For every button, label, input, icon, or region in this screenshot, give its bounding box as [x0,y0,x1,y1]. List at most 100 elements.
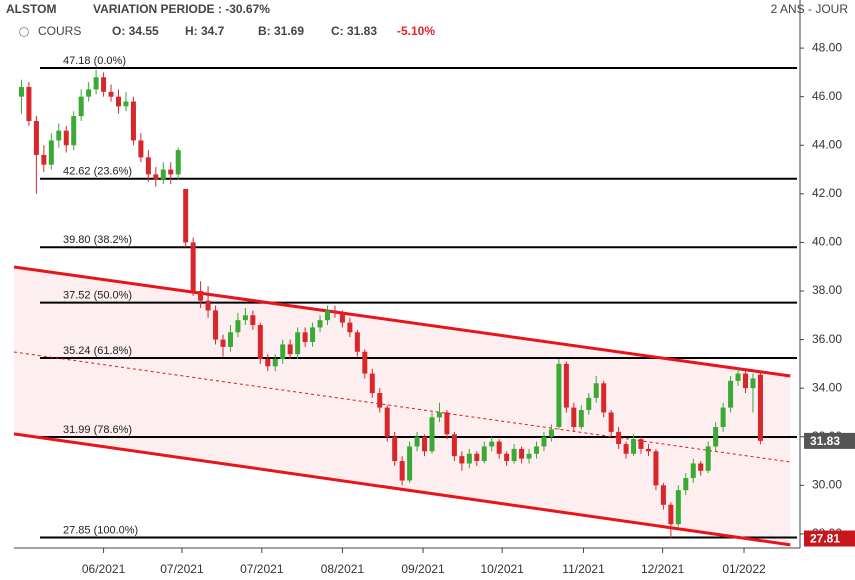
candle-body [220,339,226,347]
y-tick-label: 48.00 [812,40,842,54]
candle-body [302,332,308,343]
candle-body [504,453,510,462]
candle-body [71,116,77,146]
candle-body [571,407,577,428]
x-tick-label: 10/2021 [480,562,524,576]
candle-body [213,310,219,340]
candle-body [168,169,174,175]
chart-subtitle: VARIATION PERIODE : -30.67% [93,2,270,16]
candle-body [339,312,345,323]
candle-body [101,77,107,92]
x-tick-label: 12/2021 [641,562,685,576]
candle-body [56,130,62,141]
candle-body [272,359,278,367]
candle-body [18,86,24,97]
candle-body [347,322,353,333]
candle-body [735,373,741,381]
candle-body [645,448,651,452]
candle-body [496,441,502,454]
legend-low: B: 31.69 [258,24,304,38]
candle-body [377,393,383,408]
plot-area: 47.18 (0.0%) 42.62 (23.6%) 39.80 (38.2%) 37… [13,0,855,576]
candle-body [153,174,159,180]
y-tick-label: 38.00 [812,283,842,297]
fib-label: 42.62 (23.6%) [63,166,132,178]
candle-body [310,327,316,343]
candle-body [623,444,629,454]
candle-body [705,446,711,471]
channel-area [14,266,791,545]
candle-body [541,436,547,447]
candle-body [227,332,233,347]
fib-label: 35.24 (61.8%) [63,345,132,357]
candle-body [295,332,301,355]
candle-body [78,96,84,117]
candle-body [489,441,495,447]
candle-body [451,434,457,457]
candle-body [728,380,734,408]
x-tick-label: 01/2022 [722,562,766,576]
candle-body [257,325,263,360]
candle-body [407,446,413,481]
candle-body [369,373,375,394]
candle-body [698,463,704,471]
fib-label: 31.99 (78.6%) [63,424,132,436]
chart-title: ALSTOM [6,2,56,16]
channel-upper [13,265,791,378]
x-tick-label: 07/2021 [160,562,204,576]
candle-body [563,363,569,408]
candle-body [63,130,69,146]
candle-body [48,140,54,165]
candle-body [436,412,442,418]
x-tick-label: 07/2021 [240,562,284,576]
candle-body [317,320,323,328]
candle-body [578,410,584,428]
price-marker-box [804,432,855,449]
fib-label: 37.52 (50.0%) [63,290,132,302]
y-tick-label: 30.00 [812,478,842,492]
x-tick-label: 08/2021 [321,562,365,576]
channel-lower [13,432,791,547]
candle-body [444,412,450,435]
candle-body [668,504,674,525]
candle-body [190,242,196,292]
candle-body [638,439,644,449]
candle-body [123,101,129,107]
y-tick-label: 46.00 [812,89,842,103]
candle-body [743,373,749,389]
candle-body [198,291,204,301]
candle-body [130,101,136,141]
fib-label: 39.80 (38.2%) [63,234,132,246]
y-tick-label: 42.00 [812,186,842,200]
candle-body [116,96,122,107]
candle-body [556,363,562,428]
candle-body [392,436,398,462]
candle-body [86,89,92,97]
candle-body [608,412,614,432]
candle-body [601,383,607,413]
y-tick-label: 44.00 [812,137,842,151]
candle-body [757,374,763,441]
candle-body [41,154,47,165]
channel-middle [13,351,791,463]
x-tick-label: 09/2021 [401,562,445,576]
candle-body [399,461,405,481]
candle-body [481,446,487,462]
candle-body [183,188,189,243]
candle-body [26,86,32,121]
y-tick-label: 34.00 [812,380,842,394]
candle-body [280,344,286,360]
period: 2 ANS - JOUR [771,2,849,16]
candle-body [690,463,696,479]
legend-name: COURS [38,24,81,38]
candle-body [519,448,525,459]
legend-open: O: 34.55 [112,24,159,38]
candle-body [384,407,390,437]
candle-body [235,320,241,333]
candle-body [593,383,599,398]
candle-body [683,478,689,491]
candle-body [332,310,338,313]
legend-high: H: 34.7 [185,24,225,38]
